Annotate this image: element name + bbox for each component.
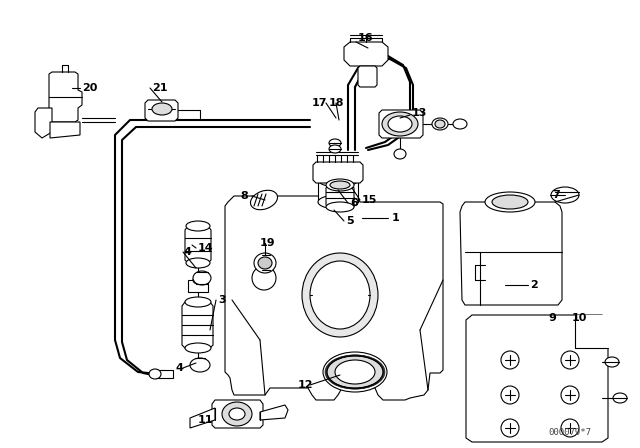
Polygon shape <box>182 302 213 348</box>
Ellipse shape <box>185 297 211 307</box>
Ellipse shape <box>501 351 519 369</box>
Ellipse shape <box>485 192 535 212</box>
Text: 13: 13 <box>412 108 428 118</box>
Bar <box>318 180 358 202</box>
Polygon shape <box>575 315 608 348</box>
Text: 20: 20 <box>82 83 97 93</box>
Text: 6: 6 <box>350 198 358 208</box>
Ellipse shape <box>323 352 387 392</box>
Ellipse shape <box>432 118 448 130</box>
Text: 4: 4 <box>183 247 191 257</box>
Polygon shape <box>190 408 215 428</box>
Ellipse shape <box>501 386 519 404</box>
Ellipse shape <box>258 257 272 269</box>
Ellipse shape <box>388 116 412 132</box>
Text: 21: 21 <box>152 83 168 93</box>
Text: 4: 4 <box>176 363 184 373</box>
Ellipse shape <box>326 202 354 212</box>
Ellipse shape <box>329 139 341 147</box>
Ellipse shape <box>310 261 370 329</box>
Ellipse shape <box>492 195 528 209</box>
Text: 18: 18 <box>329 98 344 108</box>
Polygon shape <box>313 162 363 183</box>
Ellipse shape <box>382 112 418 136</box>
Polygon shape <box>145 100 178 121</box>
Polygon shape <box>344 42 388 66</box>
Ellipse shape <box>190 358 210 372</box>
Ellipse shape <box>302 253 378 337</box>
Bar <box>155 370 173 378</box>
Ellipse shape <box>453 119 467 129</box>
Ellipse shape <box>193 276 203 284</box>
Ellipse shape <box>561 386 579 404</box>
Text: 7: 7 <box>552 190 560 200</box>
Text: 15: 15 <box>362 195 378 205</box>
Polygon shape <box>185 226 211 263</box>
Polygon shape <box>358 66 377 87</box>
Polygon shape <box>49 72 82 122</box>
Text: 000079*7: 000079*7 <box>548 427 591 436</box>
Polygon shape <box>35 108 52 138</box>
Ellipse shape <box>318 173 358 187</box>
Ellipse shape <box>605 357 619 367</box>
Polygon shape <box>50 122 80 138</box>
Text: 2: 2 <box>530 280 538 290</box>
Ellipse shape <box>501 419 519 437</box>
Ellipse shape <box>250 190 278 210</box>
Ellipse shape <box>252 266 276 290</box>
Text: 9: 9 <box>548 313 556 323</box>
Ellipse shape <box>318 195 358 209</box>
Polygon shape <box>225 196 443 400</box>
Ellipse shape <box>329 145 341 153</box>
Polygon shape <box>326 185 354 207</box>
Ellipse shape <box>229 408 245 420</box>
Ellipse shape <box>152 103 172 115</box>
Text: 12: 12 <box>298 380 314 390</box>
Polygon shape <box>379 110 423 138</box>
Text: 16: 16 <box>358 33 374 43</box>
Bar <box>188 280 208 292</box>
Polygon shape <box>212 400 263 428</box>
Text: 10: 10 <box>572 313 588 323</box>
Ellipse shape <box>435 120 445 128</box>
Ellipse shape <box>394 149 406 159</box>
Ellipse shape <box>613 393 627 403</box>
Ellipse shape <box>186 258 210 268</box>
Ellipse shape <box>335 360 375 384</box>
Ellipse shape <box>254 253 276 273</box>
Ellipse shape <box>551 187 579 203</box>
Text: 14: 14 <box>198 243 214 253</box>
Ellipse shape <box>561 419 579 437</box>
Ellipse shape <box>326 179 354 191</box>
Polygon shape <box>260 405 288 420</box>
Polygon shape <box>460 202 562 305</box>
Ellipse shape <box>561 351 579 369</box>
Ellipse shape <box>186 221 210 231</box>
Ellipse shape <box>222 402 252 426</box>
Ellipse shape <box>330 181 350 189</box>
Text: 19: 19 <box>260 238 276 248</box>
Text: 1: 1 <box>392 213 400 223</box>
Ellipse shape <box>149 369 161 379</box>
Text: 11: 11 <box>198 415 214 425</box>
Text: 5: 5 <box>346 216 354 226</box>
Polygon shape <box>466 315 608 442</box>
Ellipse shape <box>193 271 211 285</box>
Ellipse shape <box>327 356 383 388</box>
Text: 17: 17 <box>312 98 328 108</box>
Text: 8: 8 <box>240 191 248 201</box>
Ellipse shape <box>185 343 211 353</box>
Text: 3: 3 <box>218 295 226 305</box>
